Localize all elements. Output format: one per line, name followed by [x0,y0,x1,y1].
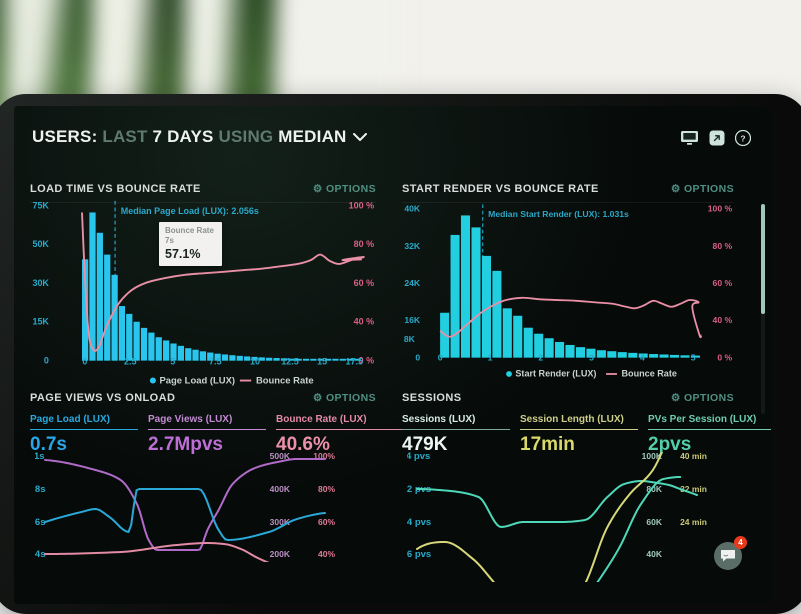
svg-text:24K: 24K [404,278,421,288]
svg-text:40 min: 40 min [680,452,707,461]
svg-text:80%: 80% [318,484,335,494]
svg-text:40 %: 40 % [713,315,733,325]
svg-text:4 pvs: 4 pvs [407,452,430,462]
svg-text:2.4 pvs: 2.4 pvs [407,517,431,528]
svg-text:?: ? [740,133,745,143]
svg-text:60 %: 60 % [713,278,733,288]
svg-text:60 %: 60 % [354,278,374,288]
svg-text:75K: 75K [32,200,49,210]
svg-text:0.6s: 0.6s [35,517,46,528]
svg-text:80 %: 80 % [713,241,733,251]
svg-text:1: 1 [488,352,493,362]
svg-text:100 %: 100 % [708,204,733,214]
svg-text:24 min: 24 min [680,517,707,527]
svg-text:0: 0 [438,352,443,362]
svg-text:8K: 8K [404,334,416,344]
svg-text:40 %: 40 % [354,317,374,327]
svg-text:40%: 40% [318,549,335,559]
svg-text:5: 5 [691,352,696,362]
svg-text:32 min: 32 min [680,484,707,494]
svg-text:0.4s: 0.4s [35,549,46,560]
svg-text:10: 10 [250,356,260,366]
svg-text:60%: 60% [318,517,335,527]
svg-text:3: 3 [589,352,594,362]
svg-text:Median Start Render (LUX): 1.0: Median Start Render (LUX): 1.031s [488,209,629,219]
svg-text:4: 4 [640,352,645,362]
svg-text:40K: 40K [404,204,421,214]
svg-text:50K: 50K [32,239,49,249]
svg-text:0.8s: 0.8s [35,484,46,495]
svg-text:30K: 30K [32,278,49,288]
svg-text:2.5: 2.5 [124,356,136,366]
svg-text:2: 2 [538,352,543,362]
svg-text:400K: 400K [270,484,291,494]
svg-text:15K: 15K [32,317,49,327]
svg-text:0: 0 [44,356,49,366]
svg-text:Start Render (LUX): Start Render (LUX) [515,369,596,379]
svg-text:1.6 pvs: 1.6 pvs [407,549,431,560]
svg-text:5: 5 [170,356,175,366]
svg-text:100 %: 100 % [349,200,374,210]
svg-text:7.5: 7.5 [209,356,221,366]
svg-text:Bounce Rate: Bounce Rate [622,369,677,379]
svg-text:Median Page Load (LUX): 2.056s: Median Page Load (LUX): 2.056s [121,206,259,216]
svg-text:17.5: 17.5 [346,356,363,366]
svg-text:1s: 1s [35,452,45,462]
svg-text:0: 0 [415,352,420,362]
svg-text:60K: 60K [646,517,662,527]
svg-text:0 %: 0 % [717,352,732,362]
svg-text:15: 15 [317,356,327,366]
svg-text:0: 0 [82,356,87,366]
svg-text:200K: 200K [270,549,291,559]
svg-text:40K: 40K [646,549,662,559]
svg-text:16K: 16K [404,315,421,325]
svg-text:80 %: 80 % [354,239,374,249]
svg-text:12.5: 12.5 [281,356,298,366]
svg-text:32K: 32K [404,241,421,251]
